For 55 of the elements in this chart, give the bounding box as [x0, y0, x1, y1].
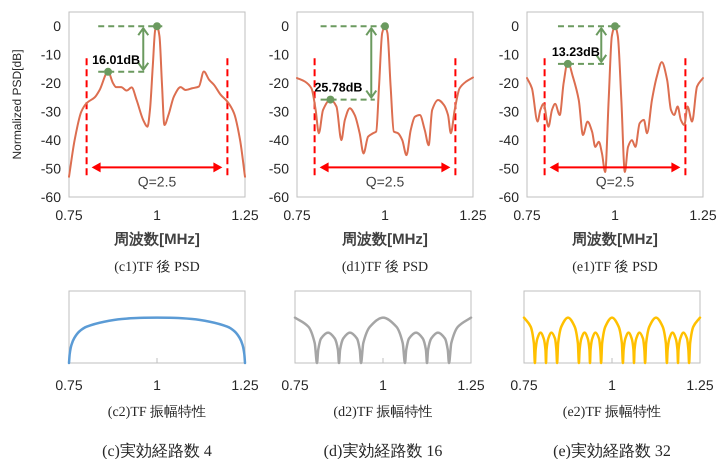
y-tick-label: -50	[498, 160, 520, 177]
y-tick-label: -40	[40, 132, 62, 148]
x-tick-label: 1	[153, 207, 162, 223]
y-tick-label: -20	[40, 75, 62, 92]
y-tick-label: 0	[281, 18, 290, 34]
x-tick-label: 1.25	[689, 207, 717, 223]
annotation: 13.23dB	[552, 44, 600, 59]
x-tick-label: 1	[381, 207, 390, 223]
x-tick-label: 0.75	[55, 377, 83, 393]
x-tick-label: 1	[611, 207, 620, 223]
y-axis-title: Normalized PSD[dB]	[10, 49, 24, 160]
x-axis-title: 周波数[MHz]	[571, 231, 658, 248]
y-tick-label: -60	[498, 189, 520, 205]
x-tick-label: 1	[379, 377, 388, 393]
y-tick-label: -20	[498, 75, 520, 92]
text: (e1)TF 後 PSD	[572, 259, 658, 275]
y-tick-label: -10	[498, 46, 520, 63]
text: (c2)TF 振幅特性	[108, 404, 206, 420]
x-tick-label: 1.25	[457, 377, 485, 393]
y-tick-label: 0	[511, 18, 520, 34]
x-tick-label: 0.75	[513, 207, 541, 223]
y-tick-label: -50	[40, 160, 62, 177]
y-tick-label: -60	[268, 189, 290, 205]
text: (d2)TF 振幅特性	[333, 404, 433, 420]
annotation: Q=2.5	[596, 173, 634, 190]
y-tick-label: -30	[498, 104, 520, 120]
text: (c1)TF 後 PSD	[114, 259, 200, 275]
x-tick-label: 1.25	[231, 207, 259, 223]
x-tick-label: 1.25	[231, 377, 259, 393]
x-tick-label: 0.75	[283, 207, 311, 223]
x-tick-label: 1	[153, 377, 162, 393]
x-axis-title: 周波数[MHz]	[113, 231, 200, 248]
y-tick-label: 0	[53, 18, 62, 34]
y-tick-label: -30	[40, 104, 62, 120]
x-tick-label: 1.25	[459, 207, 487, 223]
text: (d1)TF 後 PSD	[342, 259, 428, 275]
y-tick-label: -40	[268, 132, 290, 148]
x-tick-label: 0.75	[281, 377, 309, 393]
y-tick-label: -60	[40, 189, 62, 205]
y-tick-label: -30	[268, 104, 290, 120]
x-tick-label: 0.75	[55, 207, 83, 223]
y-tick-label: -20	[268, 75, 290, 92]
x-tick-label: 0.75	[510, 377, 538, 393]
y-tick-label: -50	[268, 160, 290, 177]
annotation: 25.78dB	[314, 80, 362, 95]
x-tick-label: 1	[608, 377, 616, 393]
annotation: Q=2.5	[366, 173, 404, 190]
text: (e2)TF 振幅特性	[562, 404, 662, 420]
y-tick-label: -10	[40, 46, 62, 63]
x-tick-label: 1.25	[686, 377, 714, 393]
annotation: 16.01dB	[92, 52, 140, 67]
x-axis-title: 周波数[MHz]	[341, 231, 428, 248]
y-tick-label: -40	[498, 132, 520, 148]
y-tick-label: -10	[268, 46, 290, 63]
annotation: Q=2.5	[138, 173, 176, 190]
